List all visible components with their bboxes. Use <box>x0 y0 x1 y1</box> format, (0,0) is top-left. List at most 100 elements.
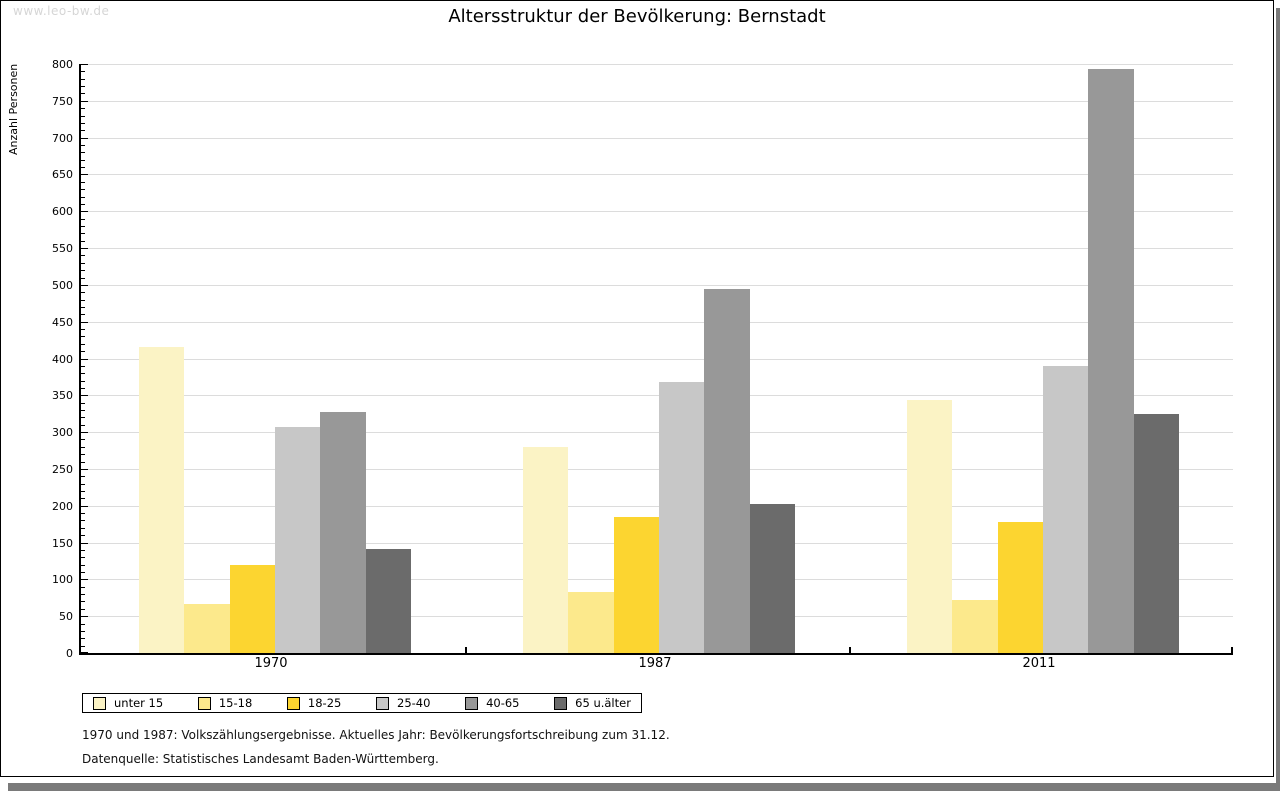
major-ytick-300 <box>81 432 88 434</box>
minor-ytick-320 <box>81 417 85 419</box>
bar-2011-18-25 <box>997 521 1043 653</box>
bar-2011-65-u-lter <box>1133 413 1179 653</box>
y-tick-label-550: 550 <box>52 242 73 256</box>
y-tick-label-450: 450 <box>52 315 73 329</box>
legend-label: unter 15 <box>114 696 164 710</box>
minor-ytick-110 <box>81 572 85 573</box>
chart-panel: www.leo-bw.de Altersstruktur der Bevölke… <box>0 0 1274 777</box>
major-ytick-500 <box>81 284 88 286</box>
gridline-y-400 <box>81 358 1233 360</box>
y-tick-label-800: 800 <box>52 58 73 71</box>
minor-ytick-60 <box>81 608 85 610</box>
legend-item-unter-15: unter 15 <box>93 696 163 710</box>
minor-ytick-330 <box>81 410 85 412</box>
major-ytick-700 <box>81 137 88 139</box>
x-tick-label-1970: 1970 <box>254 656 288 671</box>
legend-swatch-icon <box>286 696 300 710</box>
minor-ytick-220 <box>81 491 85 493</box>
minor-ytick-660 <box>81 167 85 169</box>
legend-swatch-icon <box>197 696 211 710</box>
footnote-data-source: Datenquelle: Statistisches Landesamt Bad… <box>82 752 439 766</box>
y-tick-label-400: 400 <box>52 352 73 366</box>
minor-ytick-470 <box>81 306 85 308</box>
y-tick-label-350: 350 <box>52 389 73 403</box>
bar-1970-unter-15 <box>139 347 185 653</box>
y-tick-label-650: 650 <box>52 168 73 182</box>
y-axis-tick-labels: 0 50 100 150 200 250 300 350 400 450 500 550 600 650 7… <box>31 58 73 660</box>
minor-ytick-710 <box>81 130 85 132</box>
minor-ytick-630 <box>81 189 85 191</box>
legend-label: 40-65 <box>486 696 520 710</box>
minor-ytick-790 <box>81 71 85 73</box>
legend-item-25-40: 25-40 <box>376 696 430 710</box>
major-ytick-100 <box>81 579 88 581</box>
minor-ytick-510 <box>81 277 85 279</box>
gridline-y-800 <box>81 64 1233 65</box>
legend-item-18-25: 18-25 <box>286 696 342 710</box>
major-ytick-150 <box>81 542 88 544</box>
x-axis-boundary-tick-1 <box>465 647 467 653</box>
y-tick-label-750: 750 <box>52 94 73 108</box>
y-tick-label-500: 500 <box>52 278 73 292</box>
y-tick-label-300: 300 <box>52 426 73 440</box>
y-tick-label-0: 0 <box>66 647 73 660</box>
minor-ytick-460 <box>81 314 85 316</box>
legend-label: 18-25 <box>307 696 342 710</box>
gridline-y-600 <box>81 211 1233 213</box>
gridline-y-700 <box>81 137 1233 139</box>
bar-1970-18-25 <box>229 565 275 653</box>
minor-ytick-540 <box>81 255 85 257</box>
legend-label: 65 u.älter <box>575 696 631 710</box>
minor-ytick-170 <box>81 527 85 529</box>
gridline-y-300 <box>81 432 1233 434</box>
minor-ytick-580 <box>81 225 85 227</box>
minor-ytick-770 <box>81 86 85 88</box>
minor-ytick-490 <box>81 292 85 294</box>
bar-2011-25-40 <box>1043 365 1089 653</box>
gridline-y-750 <box>81 100 1233 102</box>
minor-ytick-180 <box>81 520 85 522</box>
major-ytick-450 <box>81 321 88 323</box>
y-tick-label-200: 200 <box>52 499 73 513</box>
minor-ytick-720 <box>81 122 85 124</box>
legend-item-65-u-lter: 65 u.älter <box>554 696 631 710</box>
minor-ytick-390 <box>81 365 85 367</box>
bar-2011-unter-15 <box>907 399 953 653</box>
minor-ytick-260 <box>81 461 85 463</box>
major-ytick-550 <box>81 248 88 250</box>
x-axis-boundary-tick-3 <box>1231 647 1233 653</box>
legend-item-40-65: 40-65 <box>465 696 520 710</box>
x-axis-boundary-tick-2 <box>849 647 851 653</box>
bar-2011-40-65 <box>1088 69 1134 653</box>
minor-ytick-690 <box>81 144 85 146</box>
minor-ytick-440 <box>81 329 85 331</box>
minor-ytick-740 <box>81 108 85 110</box>
major-ytick-650 <box>81 174 88 176</box>
minor-ytick-480 <box>81 299 85 301</box>
gridline-y-200 <box>81 505 1233 507</box>
minor-ytick-780 <box>81 78 85 80</box>
minor-ytick-230 <box>81 483 85 485</box>
minor-ytick-520 <box>81 270 85 272</box>
x-tick-label-1987: 1987 <box>638 656 672 671</box>
minor-ytick-240 <box>81 476 85 478</box>
legend: unter 15 15-18 18-25 25-40 40-65 65 u.älter <box>82 693 642 713</box>
minor-ytick-190 <box>81 513 85 515</box>
minor-ytick-610 <box>81 203 85 205</box>
minor-ytick-530 <box>81 262 85 264</box>
minor-ytick-210 <box>81 498 85 500</box>
minor-ytick-760 <box>81 93 85 95</box>
minor-ytick-310 <box>81 424 85 426</box>
minor-ytick-380 <box>81 373 85 375</box>
minor-ytick-560 <box>81 240 85 242</box>
major-ytick-250 <box>81 468 88 470</box>
minor-ytick-80 <box>81 594 85 596</box>
y-tick-label-250: 250 <box>52 462 73 476</box>
legend-swatch-icon <box>376 696 389 710</box>
legend-label: 25-40 <box>397 696 431 710</box>
bar-1987-18-25 <box>613 516 659 653</box>
bar-1970-15-18 <box>184 603 230 653</box>
major-ytick-800 <box>81 64 88 65</box>
minor-ytick-590 <box>81 218 85 220</box>
minor-ytick-370 <box>81 380 85 382</box>
